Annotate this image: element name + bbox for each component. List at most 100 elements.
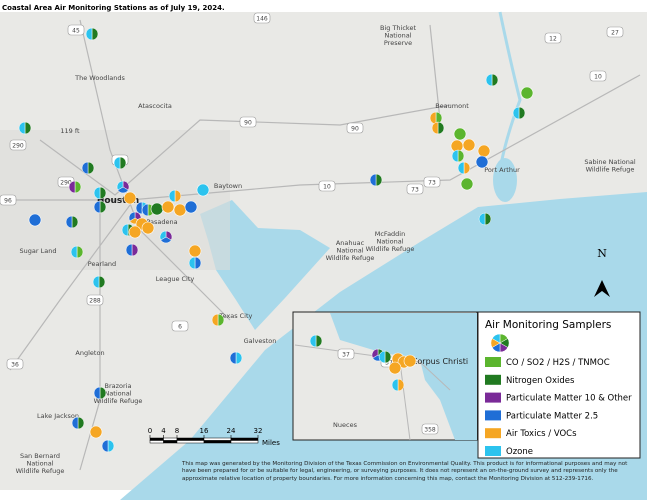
inset-bay [330,313,477,440]
title: Coastal Area Air Monitoring Stations as … [2,4,225,12]
legend-swatch [485,374,501,385]
legend-label: Nitrogen Oxides [506,376,575,386]
highway-label: 36 [11,361,19,368]
marker-slice [371,348,379,359]
marker-slice [491,333,501,344]
marker-slice [460,177,474,191]
place-label: Sugar Land [20,247,57,255]
marker-slice [99,386,107,400]
station-marker [68,180,82,194]
scale-segment [149,440,164,444]
place-label: Pasadena [146,218,177,226]
scale-tick-label: 0 [148,427,152,435]
place-label: National [336,247,363,255]
station-marker [81,161,95,175]
station-marker [93,186,107,200]
marker-slice [188,244,202,258]
highway-shield [67,24,85,36]
highway-label: 90 [351,125,359,132]
scale-tick-label: 32 [254,427,263,435]
station-marker [159,230,173,244]
marker-slice [520,86,534,100]
marker-slice [116,180,124,191]
station-marker [457,161,471,175]
station-marker [125,243,139,257]
station-marker [123,191,137,205]
station-marker [460,177,474,191]
highway-label: 27 [611,29,619,36]
marker-slice [121,223,129,237]
marker-slice [99,200,107,214]
place-label: San Bernard [20,452,60,460]
station-marker [65,215,79,229]
marker-slice [74,180,82,194]
marker-slice [315,334,323,348]
marker-slice [388,361,402,375]
station-marker [93,200,107,214]
marker-slice [485,73,493,87]
legend-label: CO / SO2 / H2S / TNMOC [506,358,610,368]
legend-label: Ozone [506,447,533,457]
highway-shield [253,12,271,24]
highway-shield [421,423,439,435]
place-label: Atascocita [138,102,172,110]
highway-shield [0,194,17,206]
highway-shield [318,180,336,192]
marker-slice [98,275,106,289]
marker-slice [128,211,136,222]
station-marker [173,203,187,217]
marker-slice [99,186,107,200]
roads [0,19,641,471]
marker-slice [28,213,42,227]
station-marker [229,351,243,365]
marker-slice [125,243,133,257]
highway-label: 73 [411,186,419,193]
place-label: Baytown [214,182,242,190]
marker-slice [235,351,243,365]
inset-roads [294,344,451,441]
scale-segment [203,437,232,441]
place-label: The Woodlands [74,74,125,82]
legend-label: Air Toxics / VOCs [506,429,577,439]
station-marker [92,275,106,289]
marker-slice [375,173,383,187]
marker-slice [159,230,167,241]
station-marker [520,86,534,100]
highway-shield [406,183,424,195]
marker-slice [150,202,164,216]
station-marker [188,256,202,270]
marker-slice [475,155,489,169]
place-label: National [104,390,131,398]
station-marker [462,138,476,152]
station-marker [128,225,142,239]
legend-swatch [485,357,501,367]
legend-label: Particulate Matter 2.5 [506,411,598,421]
marker-slice [123,191,137,205]
place-label: 119 ft [60,127,80,135]
marker-slice [431,121,439,135]
scale-segment [163,437,178,441]
sabine-lake [493,158,517,202]
highway-shield [239,116,257,128]
highway-label: 90 [244,119,252,126]
highway-shield [9,139,27,151]
legend-swatch [485,392,501,403]
station-marker [512,106,526,120]
station-marker [451,149,465,163]
marker-slice [184,200,198,214]
marker-slice [369,173,377,187]
marker-slice [93,386,101,400]
marker-slice [518,106,526,120]
marker-slice [113,156,121,170]
station-marker [431,121,445,135]
marker-slice [141,203,149,217]
scale-segment [230,440,259,444]
place-label: Nueces [333,421,358,429]
place-label: Lake Jackson [37,412,79,420]
station-marker [93,386,107,400]
station-marker [453,127,467,141]
marker-slice [437,121,445,135]
place-label: Wildlife Refuge [94,397,143,405]
station-marker [18,121,32,135]
marker-slice [194,256,202,270]
